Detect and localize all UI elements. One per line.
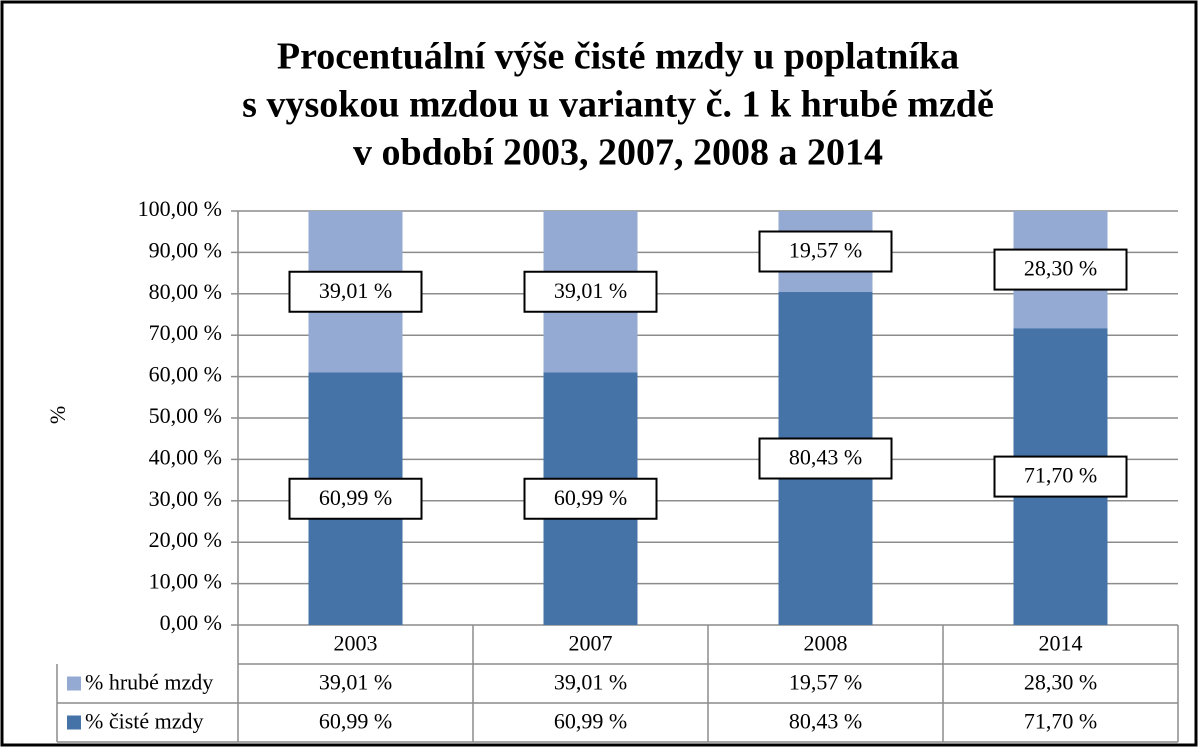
table-value: 39,01 % <box>554 670 627 695</box>
data-label-box <box>758 437 893 480</box>
data-label-box <box>523 477 658 520</box>
data-label-box <box>288 270 423 313</box>
table-value: 71,70 % <box>1024 709 1097 734</box>
y-tick-label: 40,00 % <box>149 444 222 469</box>
y-tick-label: 10,00 % <box>149 569 222 594</box>
chart-title: s vysokou mzdou u varianty č. 1 k hrubé … <box>242 84 994 126</box>
data-label-box <box>993 248 1128 291</box>
chart-title: Procentuální výše čisté mzdy u poplatník… <box>277 36 959 78</box>
y-tick-label: 90,00 % <box>149 237 222 262</box>
table-value: 28,30 % <box>1024 670 1097 695</box>
table-value: 60,99 % <box>319 709 392 734</box>
x-tick-label: 2008 <box>804 631 848 656</box>
data-label: 39,01 % <box>554 278 627 303</box>
legend-label: % čisté mzdy <box>85 709 204 734</box>
data-label-box <box>993 455 1128 498</box>
y-tick-label: 20,00 % <box>149 527 222 552</box>
table-value: 39,01 % <box>319 670 392 695</box>
x-tick-label: 2007 <box>569 631 613 656</box>
y-tick-label: 0,00 % <box>160 610 222 635</box>
y-tick-label: 100,00 % <box>138 196 222 221</box>
data-label: 71,70 % <box>1024 463 1097 488</box>
table-value: 19,57 % <box>789 670 862 695</box>
table-value: 80,43 % <box>789 709 862 734</box>
y-tick-label: 60,00 % <box>149 362 222 387</box>
data-label-box <box>523 270 658 313</box>
data-label: 28,30 % <box>1024 256 1097 281</box>
data-label-box <box>758 230 893 273</box>
data-label: 60,99 % <box>554 485 627 510</box>
x-tick-label: 2003 <box>334 631 378 656</box>
y-tick-label: 70,00 % <box>149 320 222 345</box>
data-label-box <box>288 477 423 520</box>
chart-title: v období 2003, 2007, 2008 a 2014 <box>353 132 883 174</box>
data-label: 60,99 % <box>319 485 392 510</box>
legend-swatch <box>67 715 81 730</box>
y-tick-label: 30,00 % <box>149 486 222 511</box>
legend-label: % hrubé mzdy <box>85 670 213 695</box>
data-label: 80,43 % <box>789 445 862 470</box>
data-label: 19,57 % <box>789 238 862 263</box>
legend-swatch <box>67 676 81 691</box>
data-label: 39,01 % <box>319 278 392 303</box>
y-tick-label: 50,00 % <box>149 403 222 428</box>
x-tick-label: 2014 <box>1039 631 1083 656</box>
table-value: 60,99 % <box>554 709 627 734</box>
y-axis-label: % <box>45 406 70 424</box>
y-tick-label: 80,00 % <box>149 279 222 304</box>
